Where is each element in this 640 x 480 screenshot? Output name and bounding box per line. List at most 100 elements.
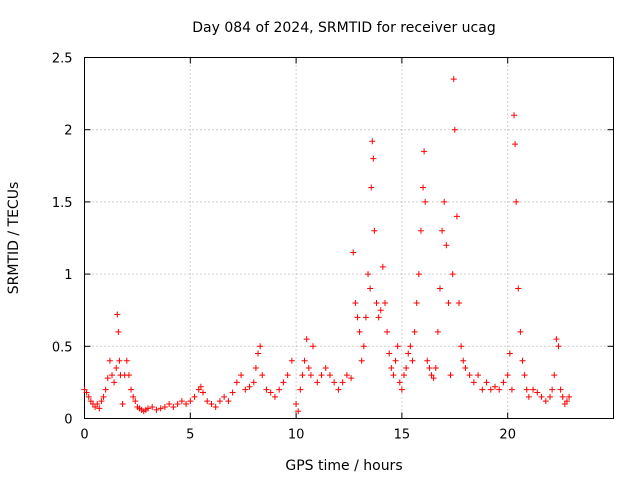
data-point <box>407 343 414 350</box>
data-point <box>326 372 333 379</box>
data-point <box>460 357 467 364</box>
data-point <box>178 398 185 405</box>
data-point <box>331 379 338 386</box>
y-tick-label: 1.5 <box>52 196 73 211</box>
data-point <box>398 386 405 393</box>
data-point <box>415 271 422 278</box>
data-point <box>307 372 314 379</box>
data-point <box>104 375 111 382</box>
data-point <box>381 299 388 306</box>
x-tick-label: 20 <box>499 428 516 443</box>
data-point <box>525 393 532 400</box>
data-point <box>470 379 477 386</box>
data-point <box>318 372 325 379</box>
data-point <box>557 386 564 393</box>
data-point <box>508 386 515 393</box>
plot-frame <box>84 57 614 419</box>
y-tick-label: 1 <box>64 268 72 283</box>
x-tick-label: 5 <box>186 428 194 443</box>
data-point <box>492 383 499 390</box>
data-point <box>301 357 308 364</box>
data-point <box>174 401 181 408</box>
data-point <box>157 405 164 412</box>
data-point <box>295 408 302 415</box>
x-tick-label: 0 <box>80 428 88 443</box>
data-point <box>512 141 519 148</box>
data-point <box>271 393 278 400</box>
data-point <box>116 357 123 364</box>
data-point <box>369 138 376 145</box>
data-point <box>551 372 558 379</box>
data-point <box>322 364 329 371</box>
data-point <box>403 364 410 371</box>
data-point <box>149 403 156 410</box>
data-point <box>368 184 375 191</box>
data-point <box>356 328 363 335</box>
data-point <box>350 249 357 256</box>
data-point <box>409 357 416 364</box>
data-point <box>443 242 450 249</box>
data-point <box>130 393 137 400</box>
data-point <box>542 398 549 405</box>
data-point <box>225 398 232 405</box>
data-point <box>335 386 342 393</box>
data-point <box>511 112 518 119</box>
data-point <box>456 299 463 306</box>
data-point <box>280 379 287 386</box>
data-point <box>547 393 554 400</box>
data-point <box>449 271 456 278</box>
data-point <box>119 401 126 408</box>
data-point <box>170 403 177 410</box>
data-point <box>421 148 428 155</box>
data-point <box>299 372 306 379</box>
data-point <box>257 343 264 350</box>
y-tick-label: 2.5 <box>52 52 73 67</box>
data-point <box>534 389 541 396</box>
data-point <box>453 213 460 220</box>
data-point <box>411 328 418 335</box>
data-point <box>475 372 482 379</box>
data-point <box>424 357 431 364</box>
data-point <box>373 299 380 306</box>
data-point <box>109 372 116 379</box>
data-point <box>371 227 378 234</box>
data-point <box>515 285 522 292</box>
data-point <box>310 343 317 350</box>
data-point <box>559 393 566 400</box>
data-point <box>288 357 295 364</box>
data-point <box>496 386 503 393</box>
data-point <box>555 343 562 350</box>
data-point <box>100 393 107 400</box>
data-point <box>233 379 240 386</box>
data-point <box>379 263 386 270</box>
data-point <box>360 343 367 350</box>
data-point <box>343 372 350 379</box>
data-point <box>413 299 420 306</box>
data-point <box>523 386 530 393</box>
data-point <box>504 372 511 379</box>
data-point <box>191 393 198 400</box>
data-point <box>530 386 537 393</box>
data-point <box>183 401 190 408</box>
data-point <box>358 357 365 364</box>
data-point <box>441 198 448 205</box>
data-point <box>447 372 454 379</box>
data-point <box>166 401 173 408</box>
x-tick-label: 10 <box>288 428 305 443</box>
data-point <box>500 379 507 386</box>
data-point <box>466 372 473 379</box>
data-point <box>390 372 397 379</box>
data-point <box>439 227 446 234</box>
data-point <box>314 379 321 386</box>
data-point <box>420 184 427 191</box>
data-point <box>450 76 457 83</box>
axis-ticks <box>84 57 614 419</box>
data-point <box>365 271 372 278</box>
data-point <box>370 155 377 162</box>
data-point <box>252 364 259 371</box>
data-point <box>362 314 369 321</box>
data-point <box>305 364 312 371</box>
data-point <box>94 401 101 408</box>
data-point <box>430 375 437 382</box>
